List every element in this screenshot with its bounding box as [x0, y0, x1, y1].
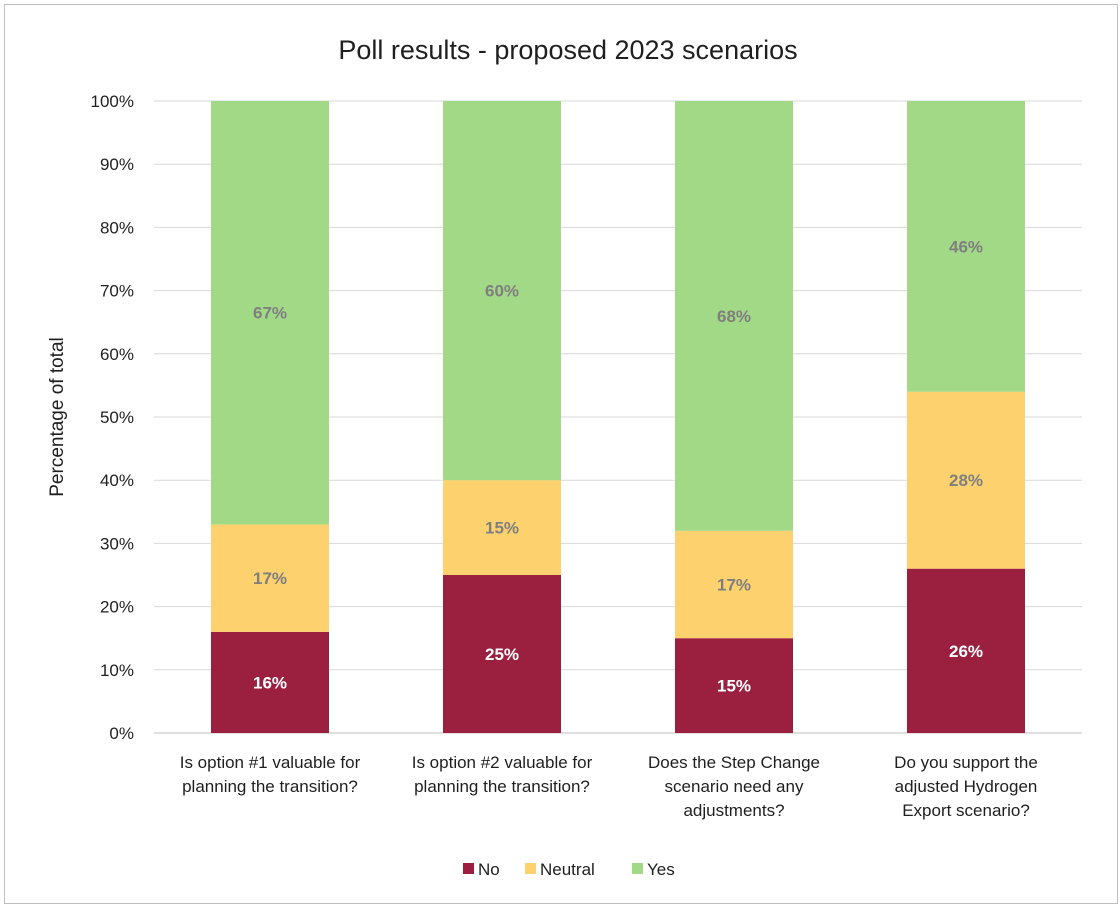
- bar-segment-neutral: [675, 530, 793, 639]
- category-labels: Is option #1 valuable for planning the tr…: [180, 753, 1038, 820]
- y-tick-label: 80%: [100, 218, 134, 237]
- data-label: 17%: [253, 569, 287, 588]
- data-label: 15%: [717, 677, 751, 696]
- chart-title: Poll results - proposed 2023 scenarios: [338, 35, 797, 65]
- y-tick-label: 0%: [109, 724, 134, 743]
- data-label: 15%: [485, 519, 519, 538]
- data-label: 60%: [485, 282, 519, 301]
- legend: No Neutral Yes: [463, 860, 675, 879]
- y-axis-ticks: 0% 10% 20% 30% 40% 50% 60% 70% 80% 90% 100%: [91, 92, 134, 743]
- bar-segment-neutral: [907, 391, 1025, 569]
- bar-segment-no: [907, 568, 1025, 733]
- legend-label: Neutral: [540, 860, 595, 879]
- legend-label: Yes: [647, 860, 675, 879]
- data-label: 46%: [949, 237, 983, 256]
- y-tick-label: 100%: [91, 92, 134, 111]
- bar-segment-no: [443, 575, 561, 733]
- bar-segment-yes: [675, 101, 793, 531]
- data-label: 67%: [253, 304, 287, 323]
- y-tick-label: 60%: [100, 345, 134, 364]
- bar-segment-yes: [443, 101, 561, 481]
- data-label: 17%: [717, 575, 751, 594]
- category-label: Does the Step Change scenario need any adj…: [648, 753, 820, 820]
- y-tick-label: 40%: [100, 471, 134, 490]
- bar-segment-neutral: [211, 524, 329, 632]
- data-labels: 16% 17% 67% 25% 15% 60% 15% 17% 68% 26% 28% 46%: [253, 237, 983, 695]
- legend-swatch: [632, 863, 643, 874]
- y-tick-label: 70%: [100, 282, 134, 301]
- legend-item-neutral: Neutral: [525, 860, 595, 879]
- legend-item-yes: Yes: [632, 860, 675, 879]
- category-label: Is option #2 valuable for planning the tr…: [412, 753, 593, 796]
- category-label: Do you support the adjusted Hydrogen Expor…: [894, 753, 1038, 820]
- legend-swatch: [463, 863, 474, 874]
- bar-segment-no: [675, 638, 793, 733]
- data-label: 25%: [485, 645, 519, 664]
- legend-item-no: No: [463, 860, 500, 879]
- bar-segment-yes: [907, 101, 1025, 392]
- y-tick-label: 90%: [100, 155, 134, 174]
- data-label: 68%: [717, 307, 751, 326]
- bar-segment-yes: [211, 101, 329, 525]
- bar-segment-no: [211, 631, 329, 733]
- data-label: 28%: [949, 471, 983, 490]
- data-label: 16%: [253, 673, 287, 692]
- y-axis-label: Percentage of total: [47, 337, 68, 497]
- y-tick-label: 20%: [100, 598, 134, 617]
- y-tick-label: 50%: [100, 408, 134, 427]
- legend-swatch: [525, 863, 536, 874]
- y-tick-label: 30%: [100, 534, 134, 553]
- bars: [211, 101, 1025, 733]
- y-tick-label: 10%: [100, 661, 134, 680]
- category-label: Is option #1 valuable for planning the tr…: [180, 753, 361, 796]
- bar-segment-neutral: [443, 480, 561, 575]
- legend-label: No: [478, 860, 500, 879]
- data-label: 26%: [949, 642, 983, 661]
